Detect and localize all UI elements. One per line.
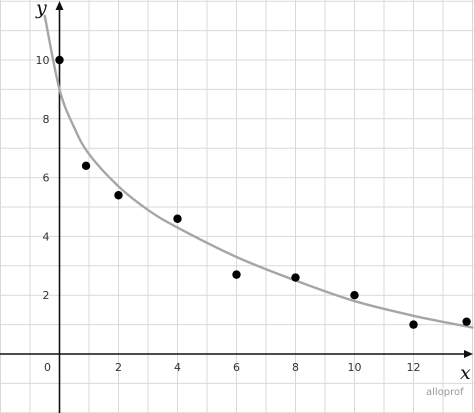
data-point	[409, 320, 418, 329]
data-point	[350, 291, 359, 300]
x-tick-label: 12	[407, 361, 421, 374]
tick-labels: 0 2 4 6 8 10 12 2 4 6 8 10	[36, 54, 421, 374]
trend-curve-layer	[43, 14, 474, 329]
y-axis-label: y	[35, 0, 47, 19]
data-point	[462, 317, 471, 326]
brand-watermark: alloprof	[426, 387, 464, 398]
y-tick-label: 8	[43, 113, 50, 126]
x-axis-label: x	[460, 362, 471, 384]
trend-curve	[43, 14, 474, 329]
x-axis-arrow	[464, 350, 473, 358]
x-tick-label: 2	[115, 361, 122, 374]
y-tick-label: 6	[43, 172, 50, 185]
data-point	[291, 273, 300, 282]
x-tick-label: 10	[348, 361, 362, 374]
data-point	[114, 191, 123, 200]
data-points	[55, 55, 471, 329]
x-tick-label: 4	[174, 361, 181, 374]
y-tick-label: 4	[43, 230, 50, 243]
x-tick-label: 0	[44, 361, 51, 374]
data-point	[232, 270, 241, 279]
y-tick-label: 2	[43, 289, 50, 302]
x-tick-label: 6	[233, 361, 240, 374]
x-tick-label: 8	[292, 361, 299, 374]
data-point	[173, 214, 182, 223]
data-point	[55, 55, 64, 65]
y-tick-label: 10	[36, 54, 50, 67]
y-axis-arrow	[55, 1, 64, 10]
data-point	[81, 161, 91, 171]
